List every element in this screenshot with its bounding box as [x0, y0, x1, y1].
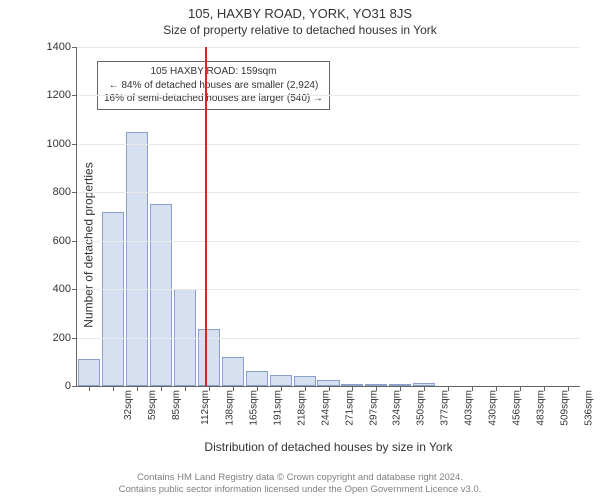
y-tick-label: 1000 [47, 138, 71, 150]
y-tick-mark [72, 144, 77, 145]
x-tick-label: 509sqm [560, 390, 571, 426]
x-tick-label: 218sqm [296, 390, 307, 426]
x-tick-mark [209, 386, 210, 391]
bar [102, 212, 124, 386]
x-tick-mark [448, 386, 449, 391]
x-tick-label: 430sqm [488, 390, 499, 426]
y-tick-label: 0 [65, 380, 71, 392]
y-tick-label: 1200 [47, 89, 71, 101]
x-tick-label: 456sqm [512, 390, 523, 426]
x-tick-label: 271sqm [344, 390, 355, 426]
page-subtitle: Size of property relative to detached ho… [0, 23, 600, 37]
plot-area: Distribution of detached houses by size … [76, 47, 580, 387]
x-tick-label: 112sqm [200, 390, 211, 425]
page-title: 105, HAXBY ROAD, YORK, YO31 8JS [0, 6, 600, 21]
y-tick-mark [72, 338, 77, 339]
gridline [77, 289, 580, 290]
x-tick-mark [137, 386, 138, 391]
annotation-line: 105 HAXBY ROAD: 159sqm [104, 65, 323, 79]
x-tick-label: 59sqm [147, 390, 158, 420]
x-tick-mark [424, 386, 425, 391]
gridline [77, 241, 580, 242]
x-tick-mark [305, 386, 306, 391]
y-tick-label: 1400 [47, 41, 71, 53]
gridline [77, 192, 580, 193]
gridline [77, 95, 580, 96]
x-tick-label: 483sqm [536, 390, 547, 426]
x-tick-mark [496, 386, 497, 391]
x-tick-mark [352, 386, 353, 391]
x-axis-label: Distribution of detached houses by size … [77, 440, 580, 454]
x-tick-mark [233, 386, 234, 391]
y-tick-label: 600 [53, 235, 71, 247]
x-tick-label: 165sqm [248, 390, 259, 426]
annotation-line: 16% of semi-detached houses are larger (… [104, 92, 323, 106]
x-tick-mark [520, 386, 521, 391]
y-tick-label: 400 [53, 283, 71, 295]
bar [246, 371, 268, 386]
gridline [77, 47, 580, 48]
x-tick-mark [257, 386, 258, 391]
x-tick-mark [113, 386, 114, 391]
bar [294, 376, 316, 386]
x-tick-mark [472, 386, 473, 391]
y-tick-mark [72, 241, 77, 242]
x-tick-mark [185, 386, 186, 391]
footer: Contains HM Land Registry data © Crown c… [0, 472, 600, 496]
y-tick-mark [72, 47, 77, 48]
x-tick-label: 324sqm [392, 390, 403, 426]
footer-line: Contains public sector information licen… [0, 484, 600, 496]
bar [222, 357, 244, 386]
x-tick-mark [568, 386, 569, 391]
x-tick-label: 377sqm [440, 390, 451, 426]
gridline [77, 338, 580, 339]
footer-line: Contains HM Land Registry data © Crown c… [0, 472, 600, 484]
x-tick-label: 536sqm [584, 390, 595, 426]
x-tick-mark [89, 386, 90, 391]
y-tick-label: 800 [53, 186, 71, 198]
gridline [77, 144, 580, 145]
y-tick-mark [72, 95, 77, 96]
y-tick-mark [72, 192, 77, 193]
x-tick-mark [281, 386, 282, 391]
x-tick-mark [376, 386, 377, 391]
bar [270, 375, 292, 386]
bar [126, 132, 148, 386]
x-tick-label: 138sqm [224, 390, 235, 426]
x-tick-mark [544, 386, 545, 391]
x-tick-label: 244sqm [320, 390, 331, 426]
x-tick-mark [400, 386, 401, 391]
x-tick-mark [161, 386, 162, 391]
x-tick-label: 403sqm [464, 390, 475, 426]
annotation-box: 105 HAXBY ROAD: 159sqm ← 84% of detached… [97, 61, 330, 110]
chart-container: Number of detached properties Distributi… [10, 41, 590, 449]
x-tick-label: 32sqm [123, 390, 134, 420]
x-tick-mark [329, 386, 330, 391]
x-tick-label: 85sqm [171, 390, 182, 420]
bar [150, 204, 172, 386]
y-tick-mark [72, 289, 77, 290]
bar [78, 359, 100, 386]
y-tick-label: 200 [53, 332, 71, 344]
x-tick-label: 191sqm [272, 390, 283, 426]
x-tick-label: 297sqm [368, 390, 379, 426]
marker-line [205, 47, 207, 386]
x-tick-label: 350sqm [416, 390, 427, 426]
annotation-line: ← 84% of detached houses are smaller (2,… [104, 79, 323, 93]
y-tick-mark [72, 386, 77, 387]
